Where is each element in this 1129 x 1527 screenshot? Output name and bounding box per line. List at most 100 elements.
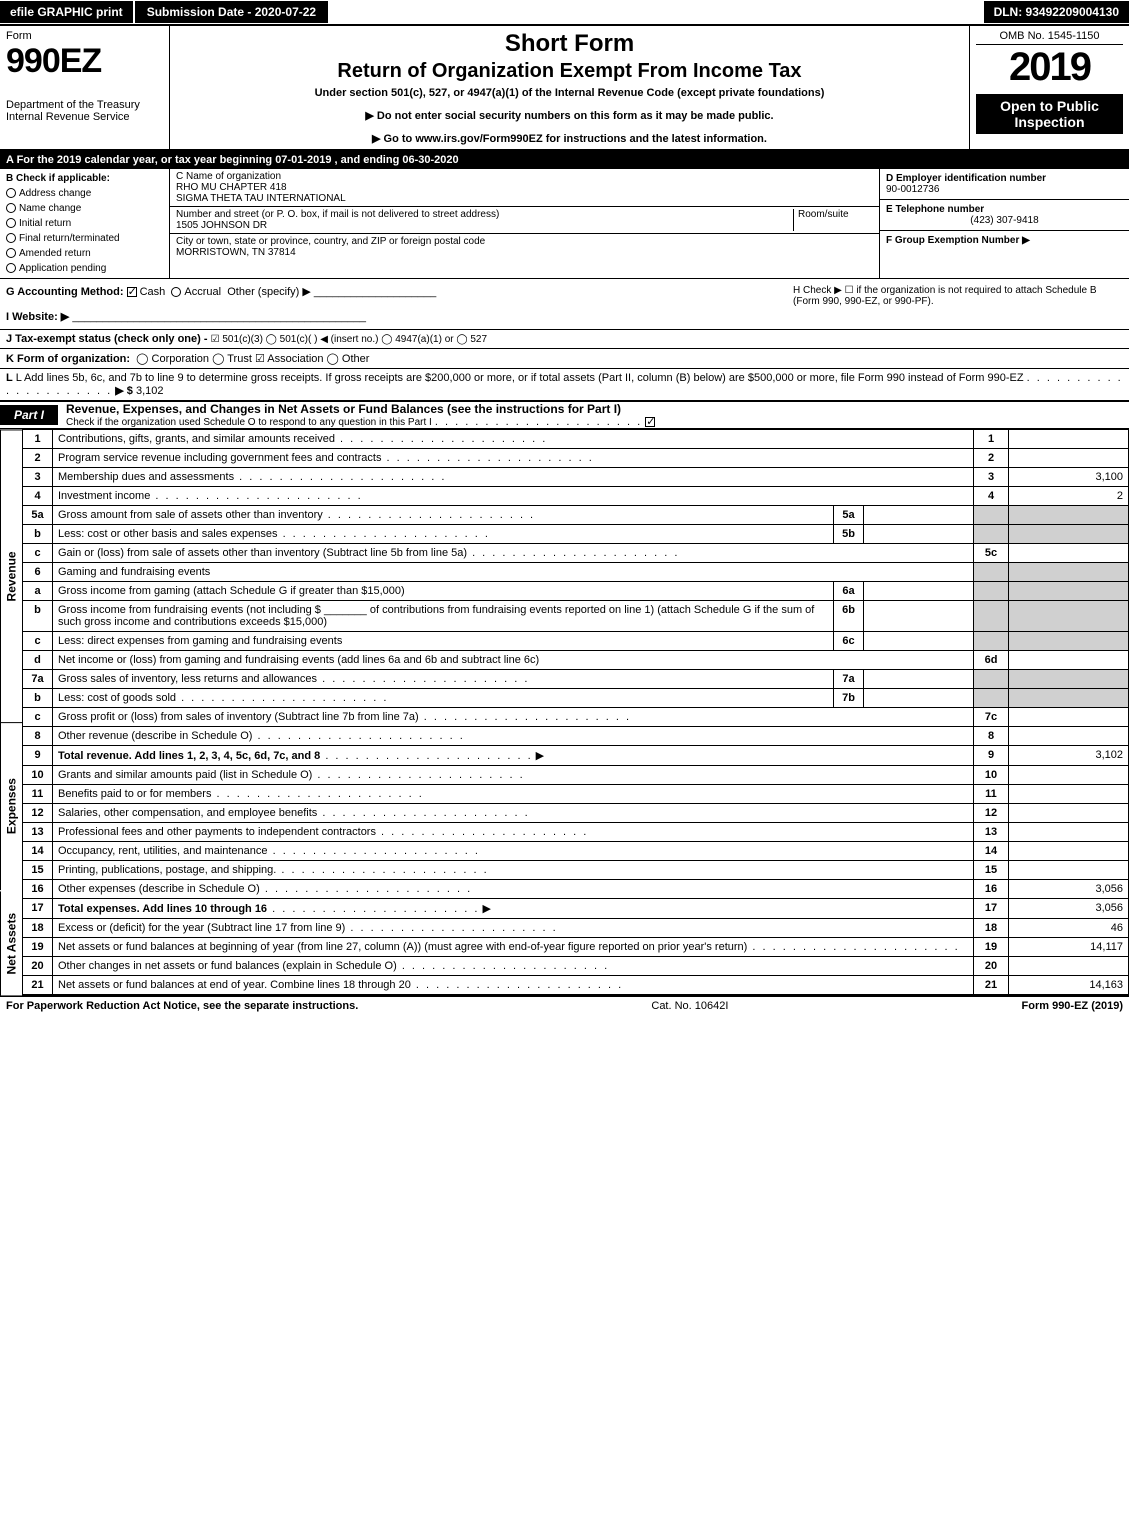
- line-10-desc: Grants and similar amounts paid (list in…: [58, 769, 312, 781]
- checkbox-application-pending[interactable]: [6, 263, 16, 273]
- checkbox-final-return[interactable]: [6, 233, 16, 243]
- efile-print-btn[interactable]: efile GRAPHIC print: [0, 1, 135, 23]
- open-public-badge: Open to Public Inspection: [976, 94, 1123, 134]
- opt-accrual: Accrual: [184, 286, 221, 298]
- ein-value: 90-0012736: [886, 184, 939, 195]
- header-right: OMB No. 1545-1150 2019 Open to Public In…: [969, 26, 1129, 149]
- dept-treasury: Department of the Treasury: [6, 99, 163, 111]
- goto-link[interactable]: ▶ Go to www.irs.gov/Form990EZ for instru…: [178, 132, 961, 145]
- opt-cash: Cash: [140, 286, 166, 298]
- line-6b-desc: Gross income from fundraising events (no…: [58, 604, 814, 628]
- section-a-tax-year: A For the 2019 calendar year, or tax yea…: [0, 151, 1129, 169]
- side-label-netassets: Net Assets: [0, 891, 22, 995]
- line-1-desc: Contributions, gifts, grants, and simila…: [58, 433, 335, 445]
- line-1-val: [1009, 430, 1129, 449]
- city-value: MORRISTOWN, TN 37814: [176, 247, 296, 258]
- line-8-desc: Other revenue (describe in Schedule O): [58, 730, 252, 742]
- info-grid: B Check if applicable: Address change Na…: [0, 169, 1129, 279]
- line-6-desc: Gaming and fundraising events: [58, 566, 210, 578]
- line-5a-sub: 5a: [834, 506, 864, 525]
- line-6a-sub: 6a: [834, 582, 864, 601]
- line-6b-sub: 6b: [834, 601, 864, 632]
- header-center: Short Form Return of Organization Exempt…: [170, 26, 969, 149]
- form-number: 990EZ: [6, 42, 163, 81]
- checkbox-amended[interactable]: [6, 248, 16, 258]
- footer-catno: Cat. No. 10642I: [358, 1000, 1021, 1012]
- footer-left: For Paperwork Reduction Act Notice, see …: [6, 1000, 358, 1012]
- opt-amended: Amended return: [19, 248, 91, 259]
- short-form-title: Short Form: [178, 30, 961, 58]
- opt-name-change: Name change: [19, 203, 81, 214]
- part1-box: Part I: [0, 405, 58, 425]
- line-9-val: 3,102: [1009, 746, 1129, 766]
- line-20-desc: Other changes in net assets or fund bala…: [58, 960, 397, 972]
- lines-table: 1Contributions, gifts, grants, and simil…: [22, 429, 1129, 995]
- checkbox-initial-return[interactable]: [6, 218, 16, 228]
- section-i-label: I Website: ▶: [6, 311, 69, 323]
- line-16-val: 3,056: [1009, 880, 1129, 899]
- line-16-desc: Other expenses (describe in Schedule O): [58, 883, 260, 895]
- line-6a-desc: Gross income from gaming (attach Schedul…: [58, 585, 405, 597]
- opt-initial-return: Initial return: [19, 218, 71, 229]
- line-6d-desc: Net income or (loss) from gaming and fun…: [58, 654, 539, 666]
- line-6c-sub: 6c: [834, 632, 864, 651]
- line-13-desc: Professional fees and other payments to …: [58, 826, 376, 838]
- opt-address-change: Address change: [19, 188, 91, 199]
- opt-other: Other (specify) ▶: [227, 286, 311, 298]
- part1-schedule-o-check[interactable]: [645, 417, 655, 427]
- line-7a-desc: Gross sales of inventory, less returns a…: [58, 673, 317, 685]
- section-f-label: F Group Exemption Number ▶: [886, 235, 1030, 246]
- line-5c-desc: Gain or (loss) from sale of assets other…: [58, 547, 467, 559]
- street-value: 1505 JOHNSON DR: [176, 220, 267, 231]
- line-15-desc: Printing, publications, postage, and shi…: [58, 864, 276, 876]
- line-19-val: 14,117: [1009, 938, 1129, 957]
- footer-right: Form 990-EZ (2019): [1022, 1000, 1123, 1012]
- line-4-val: 2: [1009, 487, 1129, 506]
- opt-application-pending: Application pending: [19, 263, 106, 274]
- section-k: K Form of organization: ◯ Corporation ◯ …: [0, 349, 1129, 369]
- section-c-label: C Name of organization: [176, 171, 281, 182]
- checkbox-cash[interactable]: [127, 287, 137, 297]
- section-b: B Check if applicable: Address change Na…: [0, 169, 170, 278]
- section-j: J Tax-exempt status (check only one) - ☑…: [0, 330, 1129, 349]
- section-l-arrow: ▶ $: [115, 385, 133, 397]
- line-3-val: 3,100: [1009, 468, 1129, 487]
- section-k-opts: ◯ Corporation ◯ Trust ☑ Association ◯ Ot…: [136, 353, 369, 365]
- section-b-title: B Check if applicable:: [6, 173, 110, 184]
- return-title: Return of Organization Exempt From Incom…: [178, 60, 961, 83]
- checkbox-accrual[interactable]: [171, 287, 181, 297]
- line-17-val: 3,056: [1009, 899, 1129, 919]
- section-h: H Check ▶ ☐ if the organization is not r…: [793, 285, 1123, 323]
- line-18-val: 46: [1009, 919, 1129, 938]
- submission-date: Submission Date - 2020-07-22: [135, 1, 328, 23]
- section-k-label: K Form of organization:: [6, 353, 130, 365]
- line-4-desc: Investment income: [58, 490, 150, 502]
- city-label: City or town, state or province, country…: [176, 236, 485, 247]
- line-7b-sub: 7b: [834, 689, 864, 708]
- line-14-desc: Occupancy, rent, utilities, and maintena…: [58, 845, 268, 857]
- omb-number: OMB No. 1545-1150: [976, 30, 1123, 45]
- side-label-revenue: Revenue: [0, 429, 22, 722]
- checkbox-address-change[interactable]: [6, 188, 16, 198]
- line-7b-desc: Less: cost of goods sold: [58, 692, 176, 704]
- line-17-desc: Total expenses. Add lines 10 through 16: [58, 903, 267, 915]
- form-header: Form 990EZ Department of the Treasury In…: [0, 26, 1129, 151]
- section-j-label: J Tax-exempt status (check only one) -: [6, 333, 208, 345]
- org-name-2: SIGMA THETA TAU INTERNATIONAL: [176, 193, 346, 204]
- street-label: Number and street (or P. O. box, if mail…: [176, 209, 499, 220]
- line-12-desc: Salaries, other compensation, and employ…: [58, 807, 317, 819]
- org-name-1: RHO MU CHAPTER 418: [176, 182, 287, 193]
- checkbox-name-change[interactable]: [6, 203, 16, 213]
- part1-title: Revenue, Expenses, and Changes in Net As…: [58, 402, 621, 416]
- line-6c-desc: Less: direct expenses from gaming and fu…: [58, 635, 342, 647]
- section-l: L L Add lines 5b, 6c, and 7b to line 9 t…: [0, 369, 1129, 401]
- line-18-desc: Excess or (deficit) for the year (Subtra…: [58, 922, 345, 934]
- opt-final-return: Final return/terminated: [19, 233, 120, 244]
- part1-checkline: Check if the organization used Schedule …: [58, 417, 432, 428]
- line-5a-desc: Gross amount from sale of assets other t…: [58, 509, 323, 521]
- line-21-val: 14,163: [1009, 976, 1129, 995]
- line-2-desc: Program service revenue including govern…: [58, 452, 381, 464]
- under-section: Under section 501(c), 527, or 4947(a)(1)…: [178, 87, 961, 99]
- section-d-label: D Employer identification number: [886, 173, 1046, 184]
- irs-label: Internal Revenue Service: [6, 111, 163, 123]
